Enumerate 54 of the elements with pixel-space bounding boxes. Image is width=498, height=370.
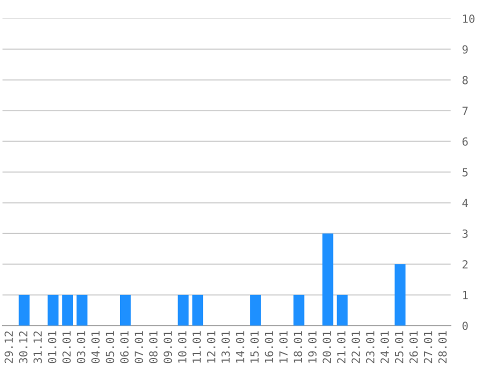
x-tick-label: 29.12 — [4, 331, 13, 364]
y-tick-label: 4 — [462, 198, 468, 208]
x-tick-label: 07.01 — [134, 331, 144, 364]
bar — [250, 294, 261, 326]
x-tick-label: 26.01 — [409, 331, 418, 364]
x-tick-label: 17.01 — [279, 331, 288, 363]
x-tick-label: 21.01 — [337, 331, 346, 364]
bar — [394, 264, 406, 326]
y-tick-label: 9 — [462, 45, 468, 54]
y-tick-label: 3 — [462, 229, 468, 238]
x-tick-label: 28.01 — [438, 331, 447, 364]
x-tick-label: 16.01 — [264, 331, 274, 363]
x-tick-label: 18.01 — [294, 331, 302, 363]
y-tick-label: 8 — [462, 76, 468, 84]
x-tick-label: 11.01 — [192, 331, 201, 363]
x-tick-label: 10.01 — [178, 331, 186, 363]
y-tick-label: 10 — [463, 14, 474, 23]
x-tick-label: 05.01 — [106, 331, 114, 364]
y-tick-label: 0 — [462, 322, 468, 330]
bar — [336, 294, 348, 326]
bar — [48, 294, 59, 326]
y-tick-label: 7 — [462, 106, 468, 115]
x-tick-label: 06.01 — [120, 331, 129, 364]
y-tick-label: 1 — [463, 291, 468, 300]
x-tick-label: 01.01 — [48, 331, 56, 364]
x-tick-label: 25.01 — [394, 331, 404, 364]
x-tick-label: 27.01 — [424, 331, 432, 364]
x-tick-label: 24.01 — [380, 331, 389, 364]
x-tick-label: 14.01 — [236, 331, 244, 363]
bar — [178, 294, 189, 326]
x-tick-label: 19.01 — [308, 331, 317, 363]
bar — [322, 233, 334, 326]
y-tick-label: 5 — [462, 168, 468, 176]
bar — [62, 294, 73, 326]
x-tick-label: 04.01 — [91, 331, 100, 364]
x-tick-label: 02.01 — [62, 331, 71, 364]
x-tick-label: 20.01 — [322, 331, 332, 364]
bar — [192, 294, 204, 326]
x-tick-label: 12.01 — [206, 331, 216, 363]
x-tick-label: 22.01 — [352, 331, 360, 364]
x-tick-label: 08.01 — [149, 331, 158, 364]
bar — [76, 294, 88, 326]
x-tick-label: 23.01 — [366, 331, 374, 364]
x-tick-label: 03.01 — [76, 331, 86, 364]
bar — [18, 294, 30, 326]
bar — [120, 294, 131, 326]
y-tick-label: 2 — [462, 260, 468, 268]
y-tick-label: 6 — [462, 137, 468, 146]
x-tick-label: 30.12 — [19, 331, 28, 364]
x-tick-label: 09.01 — [164, 331, 172, 364]
bar — [293, 294, 304, 326]
x-tick-label: 15.01 — [250, 331, 259, 363]
x-tick-label: 13.01 — [221, 331, 230, 363]
x-tick-label: 31.12 — [33, 331, 42, 364]
